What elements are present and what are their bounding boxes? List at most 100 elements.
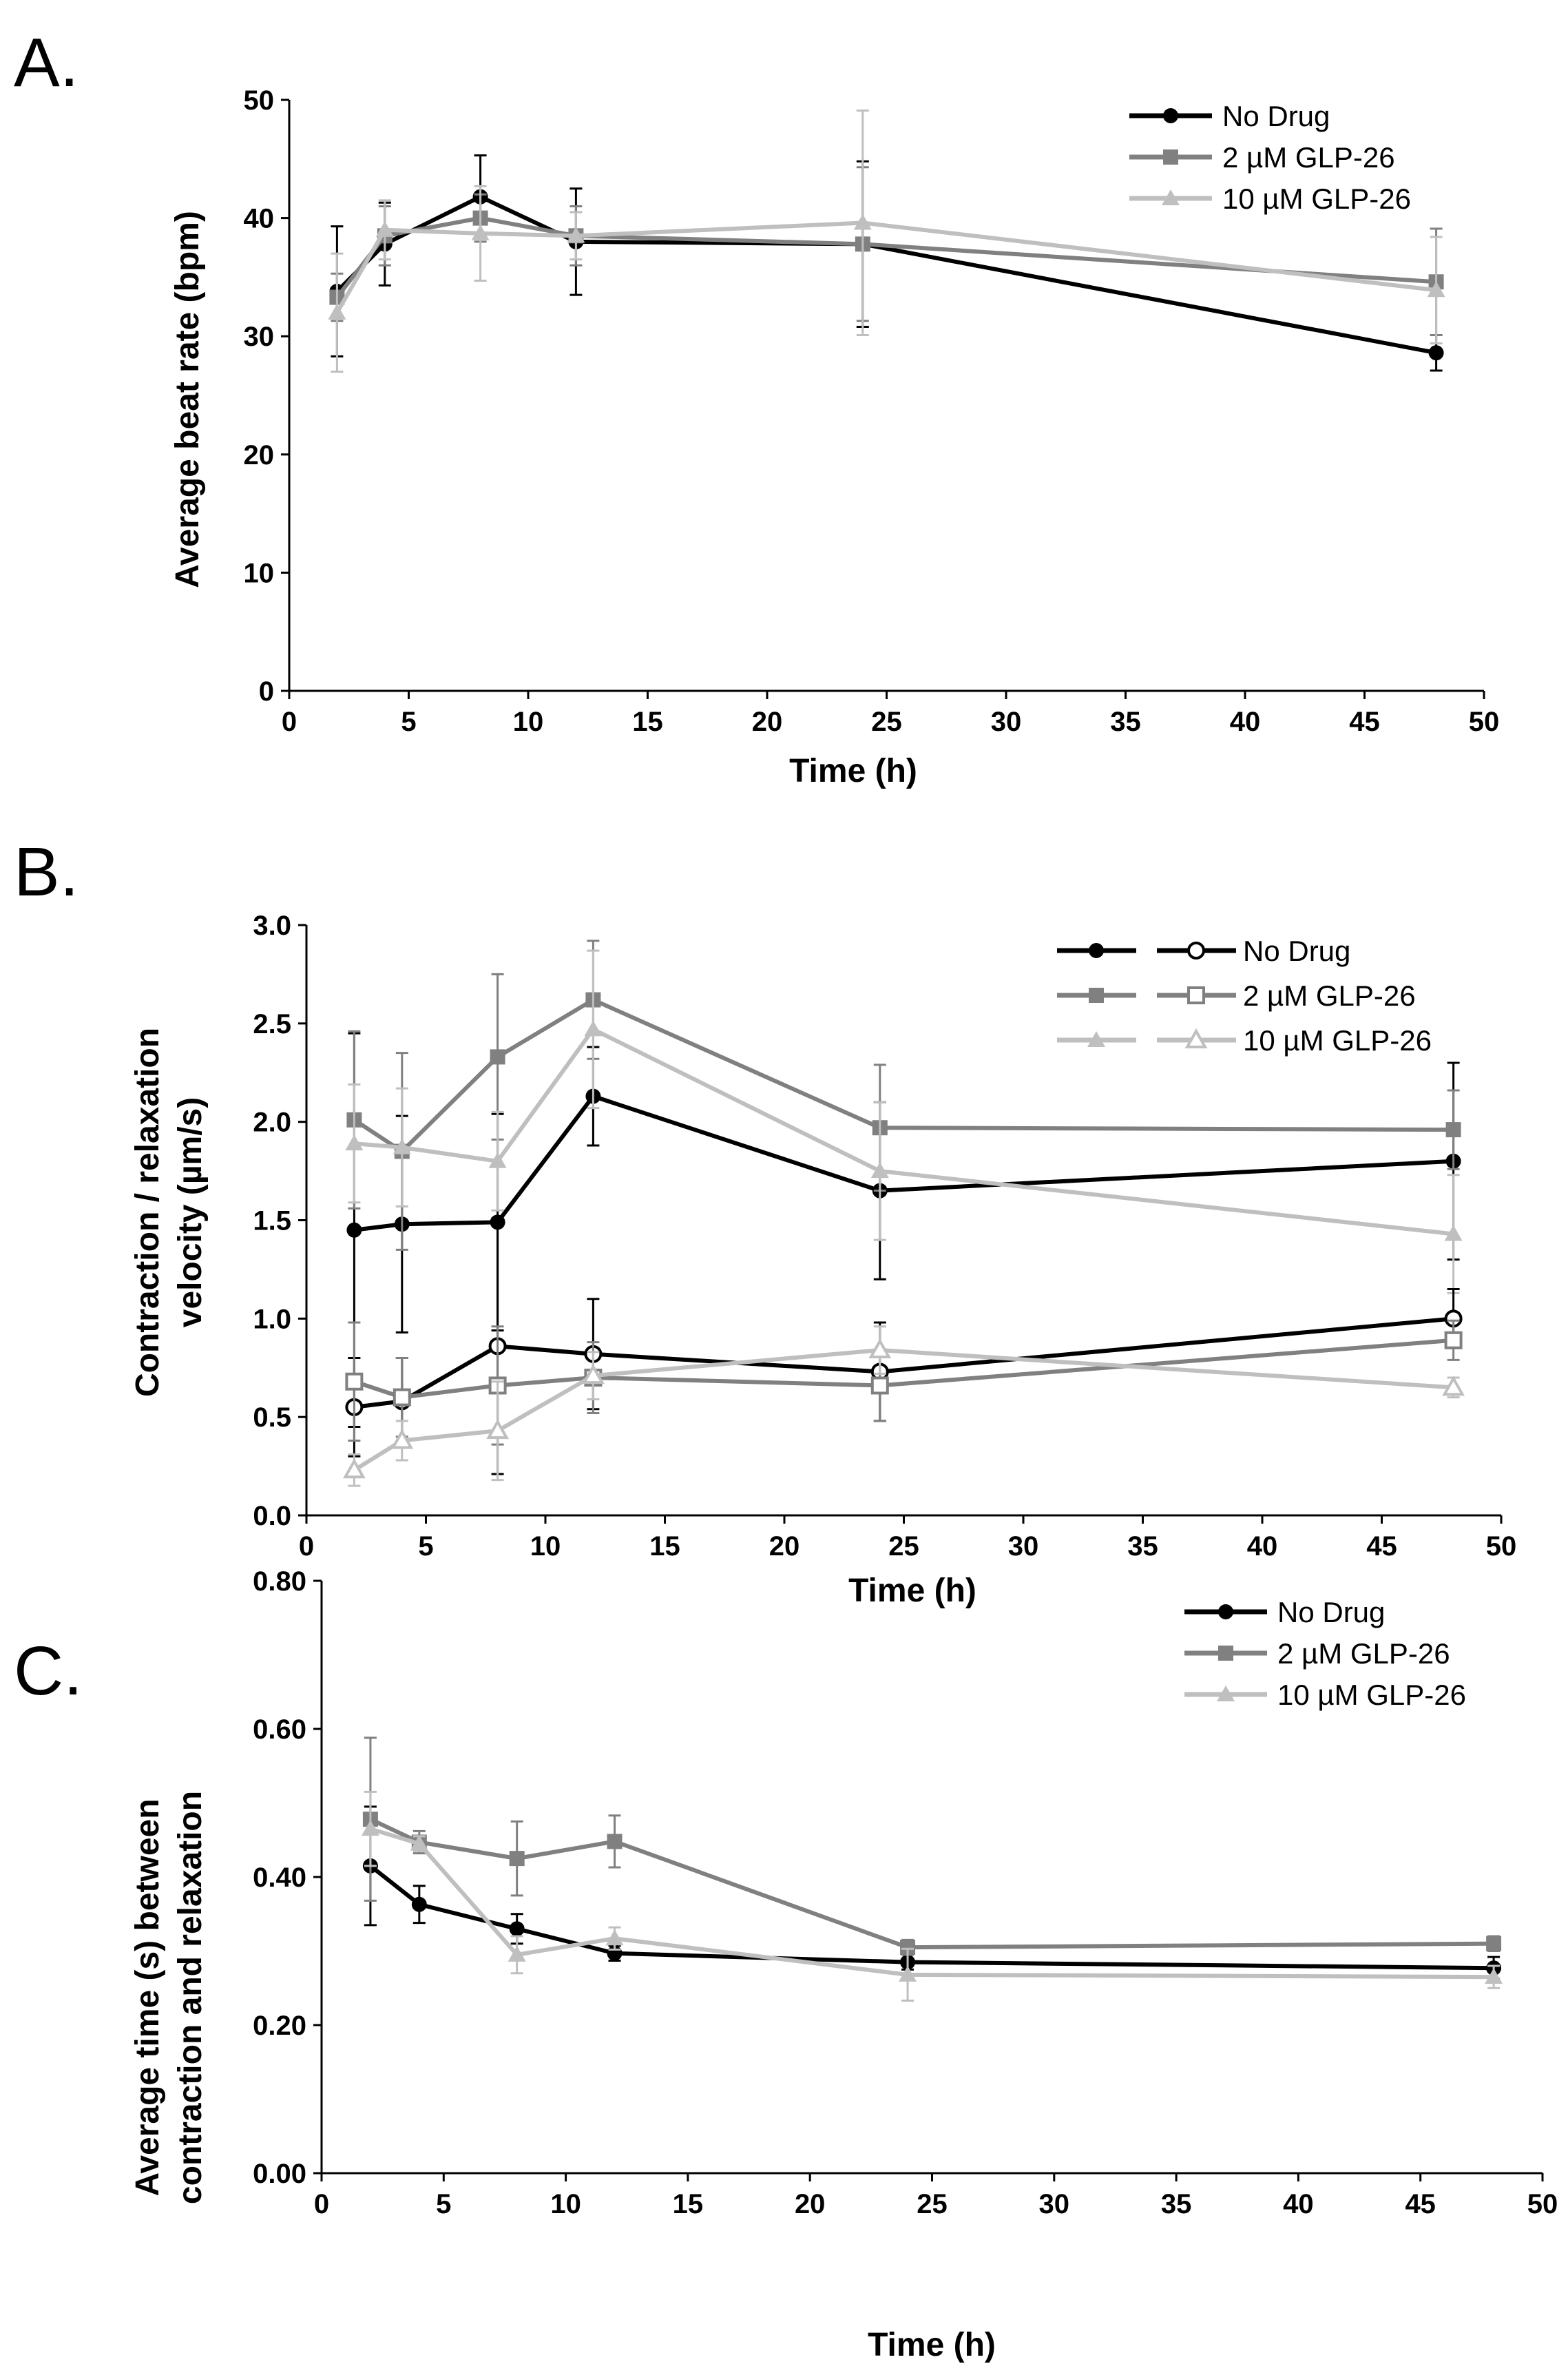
panel-a-y-title: Average beat rate (bpm) bbox=[169, 211, 206, 588]
panel-c-plot: 0 5 10 15 20 25 30 35 40 45 50 0.00 0.20 0.40 0.60 0.80 bbox=[253, 1566, 1558, 2219]
legend-b-swatch-10um-contraction bbox=[1057, 1031, 1136, 1047]
x-tick-label: 30 bbox=[991, 707, 1022, 737]
x-tick-label: 5 bbox=[418, 1531, 433, 1562]
legend-c-no-drug: No Drug bbox=[1277, 1596, 1385, 1628]
series-line bbox=[369, 1864, 1494, 1971]
data-point bbox=[488, 1152, 507, 1168]
panel-b-letter: B. bbox=[14, 833, 79, 911]
data-point bbox=[410, 1834, 428, 1851]
legend-a-swatch-2um bbox=[1129, 149, 1212, 165]
series-10-m-glp-26-contraction bbox=[345, 949, 1463, 1294]
data-point bbox=[393, 1138, 411, 1154]
data-point bbox=[607, 1834, 623, 1849]
series-line bbox=[370, 1827, 1494, 1980]
data-point bbox=[1428, 345, 1444, 361]
axes: 0 5 10 15 20 25 30 35 40 45 50 0.0 0.5 1.0 1.5 2.0 2.5 3.… bbox=[253, 911, 1516, 1562]
panel-a-plot: 0 5 10 15 20 25 30 35 40 45 50 0 10 20 30 40 50 bbox=[244, 85, 1500, 737]
panel-c-letter: C. bbox=[14, 1632, 83, 1710]
x-tick-label: 40 bbox=[1247, 1531, 1278, 1562]
y-tick-label: 1.0 bbox=[253, 1304, 291, 1334]
x-tick-label: 0 bbox=[314, 2189, 329, 2219]
series-line bbox=[335, 220, 1436, 314]
x-tick-label: 15 bbox=[649, 1531, 680, 1562]
data-point bbox=[900, 1940, 916, 1956]
axes: 0 5 10 15 20 25 30 35 40 45 50 0 10 20 30 40 50 bbox=[244, 85, 1500, 737]
data-point bbox=[1444, 1331, 1463, 1349]
data-point bbox=[868, 1338, 892, 1359]
x-tick-label: 25 bbox=[917, 2189, 948, 2219]
data-point bbox=[411, 1896, 427, 1912]
x-tick-label: 45 bbox=[1366, 1531, 1397, 1562]
data-point bbox=[471, 224, 490, 240]
data-point bbox=[870, 1376, 889, 1395]
x-tick-label: 30 bbox=[1008, 1531, 1039, 1562]
legend-c-2um: 2 µM GLP-26 bbox=[1277, 1637, 1450, 1670]
data-point bbox=[853, 214, 872, 230]
data-point bbox=[1427, 281, 1445, 298]
data-point bbox=[508, 1945, 526, 1962]
series-10-m-glp-26-relaxation bbox=[342, 1325, 1465, 1487]
series-no-drug-relaxation bbox=[345, 1217, 1463, 1475]
y-tick-label: 2.5 bbox=[253, 1009, 291, 1039]
panel-c-legend: No Drug 2 µM GLP-26 10 µM GLP-26 bbox=[1184, 1596, 1466, 1711]
y-tick-label: 0.60 bbox=[253, 1714, 306, 1745]
data-point bbox=[1442, 1376, 1465, 1396]
legend-b-swatch-no-drug-relaxation bbox=[1157, 942, 1236, 960]
panel-a-legend: No Drug 2 µM GLP-26 10 µM GLP-26 bbox=[1129, 100, 1411, 215]
panel-c-y-title-line1: Average time (s) between bbox=[129, 1798, 166, 2196]
x-tick-label: 0 bbox=[299, 1531, 314, 1562]
y-tick-label: 50 bbox=[244, 85, 275, 116]
x-tick-label: 40 bbox=[1230, 707, 1261, 737]
panel-a-letter: A. bbox=[14, 24, 79, 101]
data-point bbox=[584, 1020, 603, 1037]
x-tick-label: 40 bbox=[1283, 2189, 1314, 2219]
x-tick-label: 35 bbox=[1161, 2189, 1192, 2219]
legend-a-swatch-10um bbox=[1129, 189, 1212, 205]
series-2-m-glp-26 bbox=[362, 1736, 1502, 1956]
x-tick-label: 0 bbox=[282, 707, 297, 737]
legend-c-swatch-no-drug bbox=[1184, 1604, 1267, 1619]
x-tick-label: 50 bbox=[1469, 707, 1500, 737]
x-tick-label: 20 bbox=[795, 2189, 826, 2219]
y-tick-label: 0.0 bbox=[253, 1501, 291, 1531]
legend-b-swatch-2um-contraction bbox=[1057, 988, 1136, 1003]
series-line bbox=[354, 1094, 1454, 1232]
data-point bbox=[605, 1929, 624, 1946]
data-point bbox=[490, 1049, 505, 1065]
panel-b-plot: 0 5 10 15 20 25 30 35 40 45 50 0.0 0.5 1.0 1.5 2.0 2.5 3.… bbox=[253, 911, 1516, 1562]
data-point bbox=[1485, 1968, 1503, 1984]
x-tick-label: 25 bbox=[888, 1531, 919, 1562]
data-point bbox=[361, 1820, 379, 1836]
panel-a: A. 0 5 10 15 20 25 30 35 40 45 50 0 10 20 30 40 50 Time … bbox=[14, 24, 1499, 789]
y-tick-label: 10 bbox=[244, 558, 275, 588]
x-tick-label: 5 bbox=[401, 707, 416, 737]
y-tick-label: 0.00 bbox=[253, 2159, 306, 2189]
x-tick-label: 35 bbox=[1127, 1531, 1158, 1562]
panel-c-x-title: Time (h) bbox=[868, 2327, 996, 2363]
series-10-m-glp-26 bbox=[361, 1790, 1503, 2002]
y-tick-label: 0 bbox=[259, 676, 274, 707]
data-point bbox=[899, 1965, 917, 1982]
data-point bbox=[390, 1429, 414, 1449]
x-tick-label: 5 bbox=[436, 2189, 451, 2219]
series-line bbox=[354, 1027, 1454, 1236]
data-point bbox=[567, 227, 585, 243]
y-tick-label: 0.5 bbox=[253, 1402, 291, 1433]
y-tick-label: 20 bbox=[244, 440, 275, 470]
data-point bbox=[581, 1364, 605, 1384]
legend-b-swatch-10um-relaxation bbox=[1157, 1028, 1236, 1048]
axes: 0 5 10 15 20 25 30 35 40 45 50 0.00 0.20 0.40 0.60 0.80 bbox=[253, 1566, 1558, 2219]
x-tick-label: 15 bbox=[673, 2189, 704, 2219]
series-line bbox=[335, 194, 1437, 355]
x-tick-label: 45 bbox=[1349, 707, 1380, 737]
panel-b-y-title-line1: Contraction / relaxation bbox=[129, 1028, 166, 1397]
data-point bbox=[870, 1162, 889, 1179]
legend-a-2um: 2 µM GLP-26 bbox=[1222, 141, 1395, 174]
data-point bbox=[1486, 1936, 1502, 1951]
x-tick-label: 25 bbox=[871, 707, 902, 737]
y-tick-label: 2.0 bbox=[253, 1108, 291, 1138]
legend-a-10um: 10 µM GLP-26 bbox=[1222, 183, 1411, 215]
data-point bbox=[328, 303, 346, 320]
panel-b-legend: No Drug 2 µM GLP-26 10 µM GLP-26 bbox=[1057, 935, 1432, 1057]
